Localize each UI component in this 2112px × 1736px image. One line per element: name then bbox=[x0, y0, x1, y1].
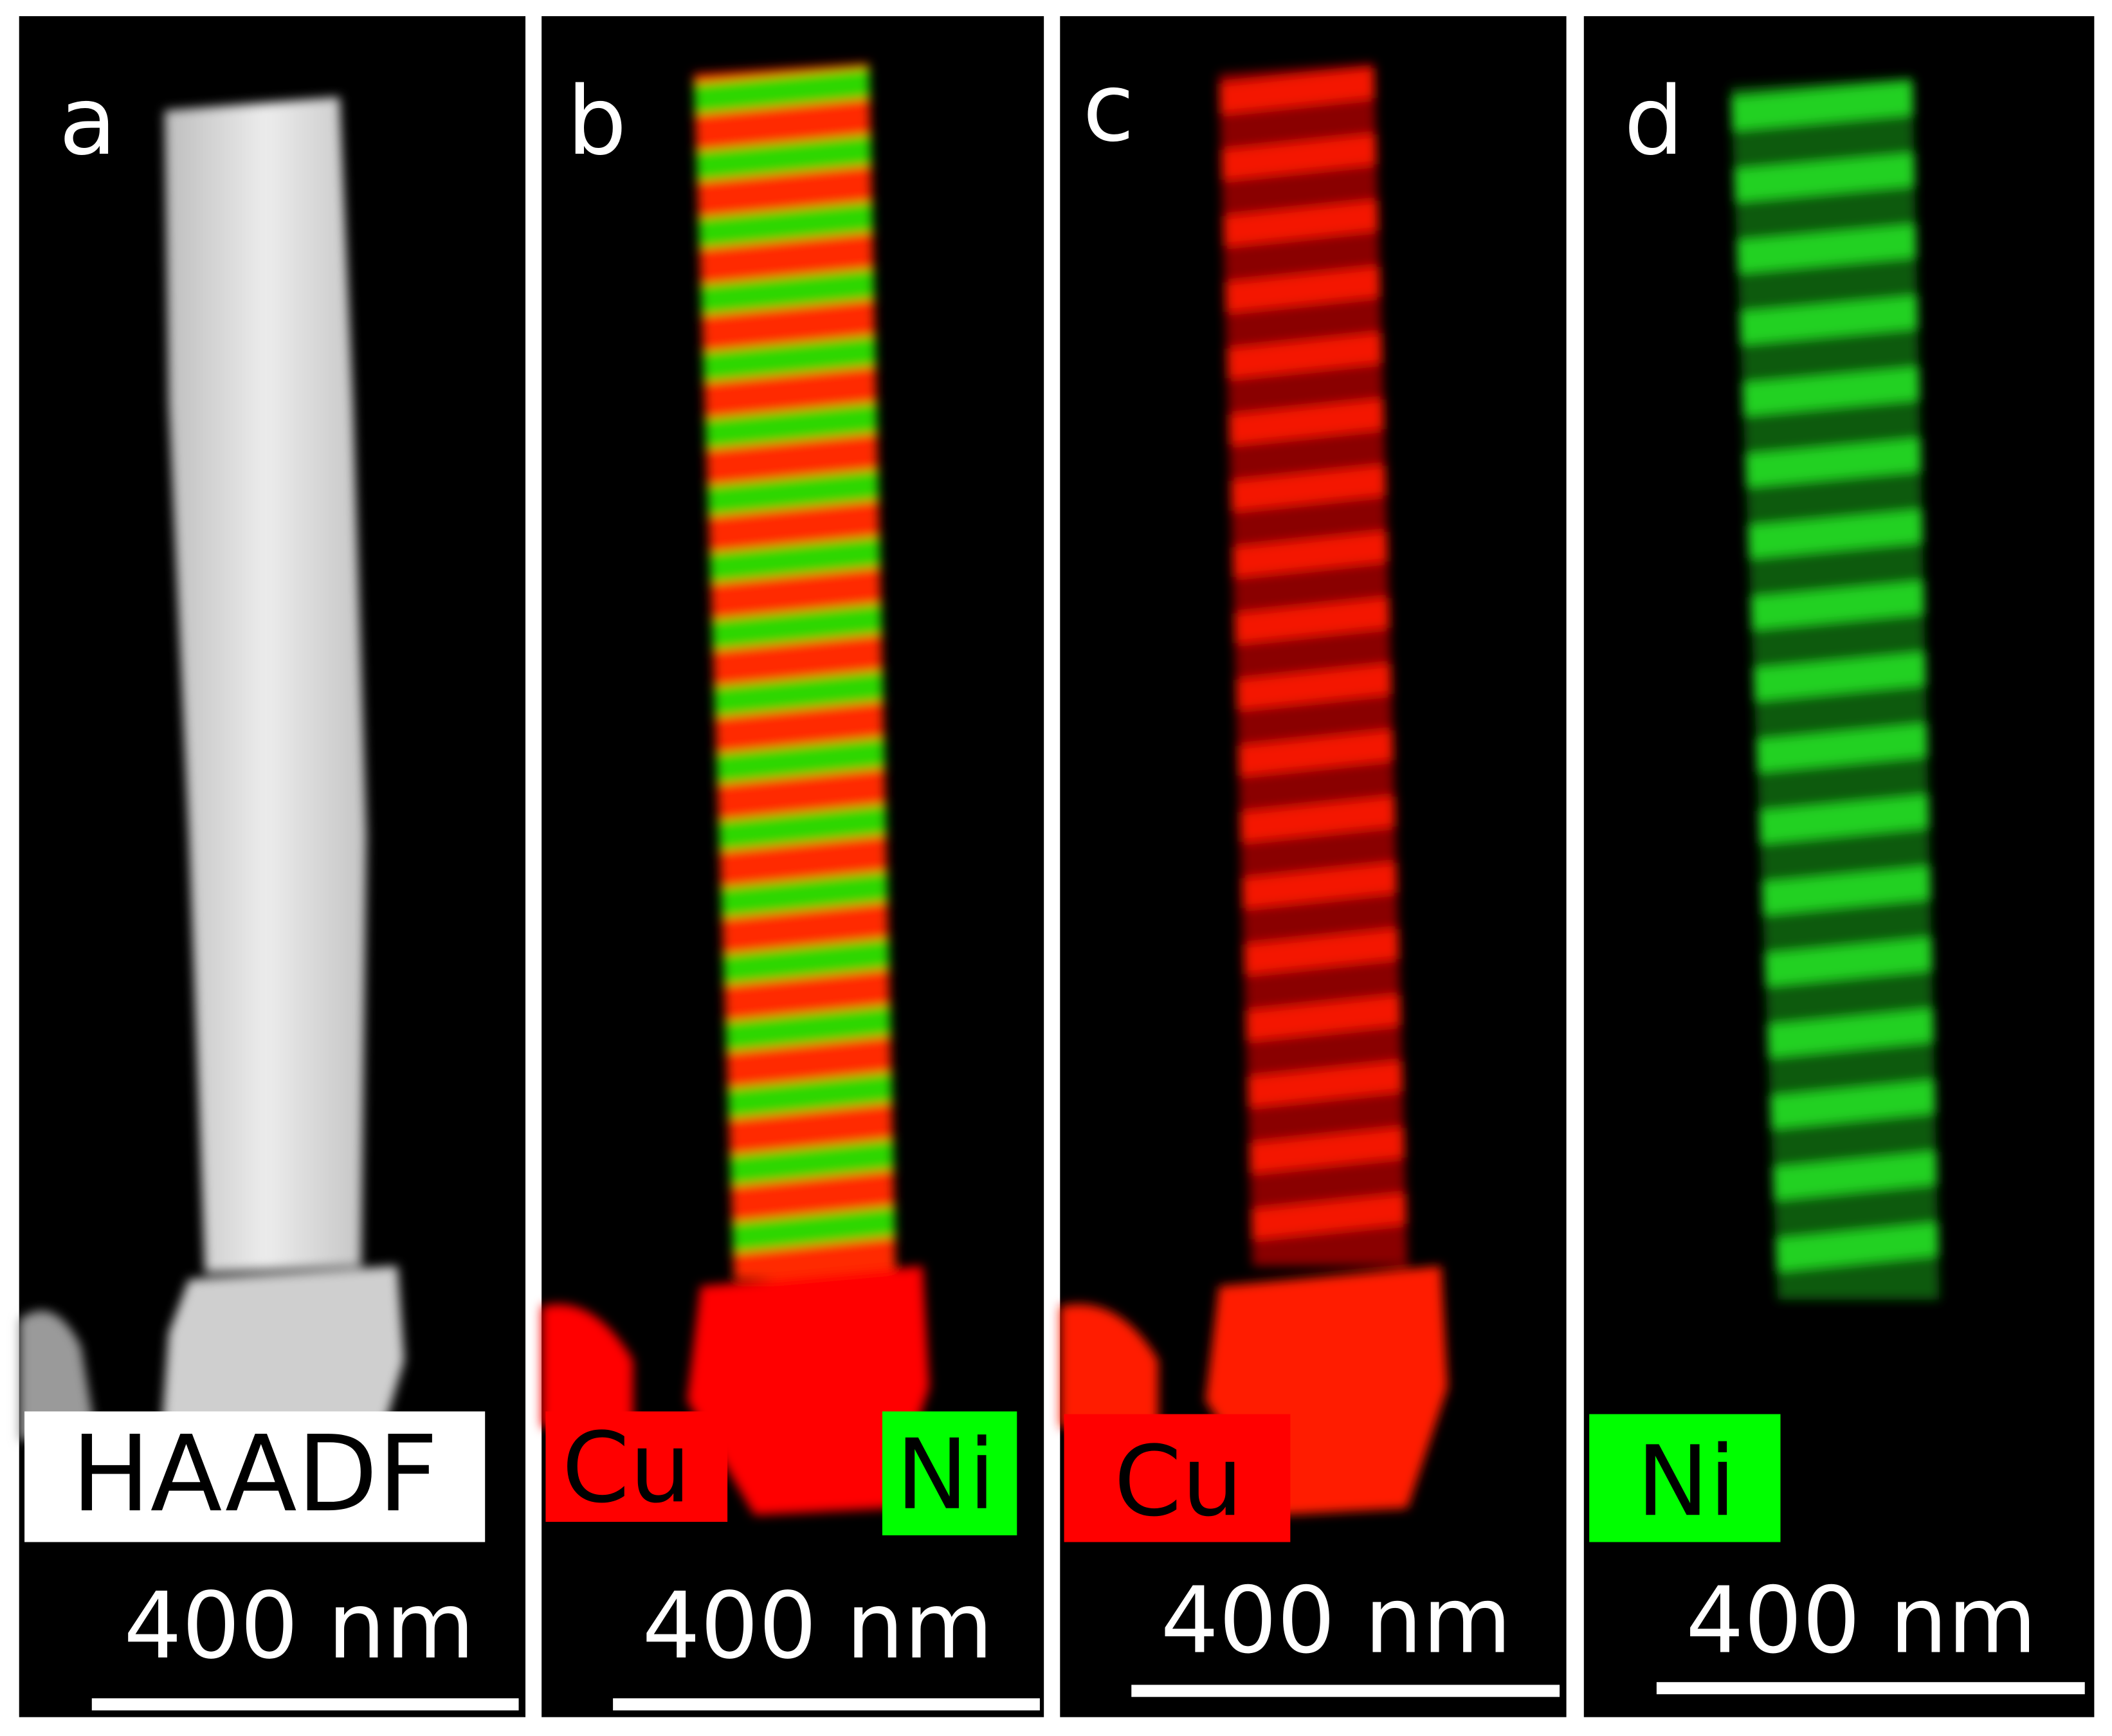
wire-part bbox=[698, 201, 873, 248]
wire-part bbox=[1243, 928, 1399, 975]
wire-part bbox=[727, 1072, 893, 1119]
panel-letter: b bbox=[567, 66, 626, 176]
panel-letter: a bbox=[59, 66, 117, 176]
wire-part bbox=[1247, 1061, 1403, 1108]
wire-part bbox=[1224, 266, 1381, 313]
wire-part bbox=[707, 470, 879, 516]
wire-part bbox=[1750, 581, 1925, 630]
wire-part bbox=[1731, 82, 1914, 131]
wire-part bbox=[700, 268, 875, 315]
wire-b bbox=[542, 63, 930, 1515]
scale-label: 400 nm bbox=[1686, 1567, 2037, 1674]
wire-part bbox=[1060, 1266, 1448, 1515]
wire-part bbox=[1241, 862, 1397, 909]
wire-part bbox=[1756, 724, 1928, 772]
wire-part bbox=[732, 1206, 895, 1253]
wire-part bbox=[1767, 1009, 1934, 1057]
label-box bbox=[545, 1411, 728, 1522]
wire-part bbox=[1753, 652, 1926, 701]
wire-part bbox=[1239, 796, 1396, 843]
scale-bar bbox=[613, 1698, 1040, 1711]
wire-part bbox=[1772, 1151, 1938, 1200]
wire-part bbox=[709, 536, 880, 583]
wire-c bbox=[1060, 63, 1448, 1515]
wire-part bbox=[725, 1005, 891, 1052]
panel-letter: c bbox=[1082, 53, 1134, 163]
wire-part bbox=[1775, 1223, 1939, 1272]
scale-bar bbox=[91, 1698, 519, 1711]
label-box bbox=[1064, 1414, 1291, 1542]
scale-bar bbox=[1131, 1685, 1560, 1697]
wire-part bbox=[1237, 729, 1394, 776]
wire-part bbox=[730, 1139, 894, 1186]
wire-part bbox=[1770, 1080, 1936, 1129]
wire-part bbox=[714, 670, 884, 717]
scale-label: 400 nm bbox=[1161, 1567, 1512, 1674]
wire-part bbox=[1232, 531, 1388, 578]
wire-d bbox=[1731, 77, 1940, 1300]
wire-part bbox=[1228, 399, 1385, 445]
label-box bbox=[24, 1411, 486, 1542]
wire-part bbox=[1736, 224, 1917, 273]
wire-part bbox=[705, 403, 877, 450]
wire-part bbox=[712, 603, 882, 650]
label: Cu bbox=[1114, 1425, 1243, 1538]
wire-part bbox=[1223, 200, 1379, 246]
label: Ni bbox=[896, 1418, 996, 1531]
label-box bbox=[1589, 1414, 1781, 1542]
wire-part bbox=[718, 804, 886, 851]
wire-part bbox=[696, 134, 871, 181]
scale-label: 400 nm bbox=[123, 1573, 475, 1679]
wire-part bbox=[1249, 1127, 1405, 1174]
wire-part bbox=[723, 938, 889, 985]
wire-part bbox=[1745, 438, 1922, 487]
wire-part bbox=[1245, 994, 1401, 1041]
wire-part bbox=[694, 68, 870, 114]
wire-part bbox=[1762, 866, 1931, 915]
haadf-wire bbox=[19, 96, 405, 1441]
label: Ni bbox=[1637, 1425, 1736, 1538]
wire-part bbox=[1230, 465, 1387, 511]
wire-part bbox=[1747, 509, 1923, 558]
label: HAADF bbox=[71, 1412, 438, 1535]
wire-part bbox=[1234, 598, 1390, 644]
wire-part bbox=[721, 871, 888, 918]
wire-part bbox=[1226, 333, 1383, 379]
wire-part bbox=[716, 737, 885, 784]
wire-part bbox=[1221, 134, 1377, 180]
wire-part bbox=[1742, 367, 1920, 416]
label: Cu bbox=[562, 1411, 691, 1524]
wire-part bbox=[1251, 1193, 1407, 1240]
scale-bar bbox=[1656, 1682, 2085, 1695]
wire-part bbox=[1235, 664, 1392, 710]
panel-letter: d bbox=[1624, 66, 1684, 176]
wire-part bbox=[1758, 795, 1929, 844]
wire-part bbox=[1764, 937, 1933, 986]
scale-label: 400 nm bbox=[642, 1573, 993, 1679]
wire-part bbox=[542, 1266, 930, 1515]
wire-part bbox=[703, 336, 876, 383]
wire-part bbox=[1733, 153, 1915, 202]
wire-part bbox=[1739, 296, 1918, 345]
wire-part bbox=[1219, 68, 1375, 114]
label-box bbox=[882, 1411, 1017, 1536]
